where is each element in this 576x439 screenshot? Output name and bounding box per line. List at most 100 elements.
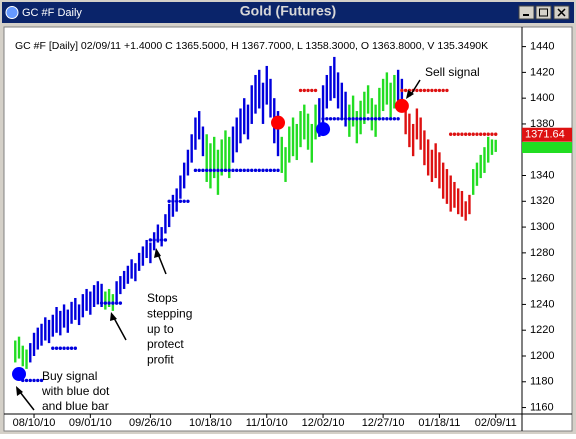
stop-dot: [246, 168, 250, 173]
stop-dot: [430, 88, 434, 93]
stops-note: profit: [147, 352, 174, 366]
y-tick-label: 1340: [530, 169, 554, 181]
x-tick-label: 02/09/11: [475, 417, 517, 429]
maximize-button[interactable]: [535, 5, 552, 20]
minimize-button[interactable]: [518, 5, 535, 20]
stop-dot: [156, 238, 160, 242]
stop-dot: [336, 117, 340, 121]
stop-dot: [118, 301, 123, 305]
stop-dot: [471, 132, 475, 136]
stop-dot: [340, 117, 344, 121]
stop-dot: [193, 168, 198, 173]
stop-dot: [220, 168, 224, 173]
stop-dot: [54, 346, 59, 350]
stop-dot: [325, 117, 329, 121]
stop-dot: [426, 88, 430, 93]
stop-dot: [463, 132, 468, 136]
stop-dot: [208, 168, 213, 173]
stop-dot: [347, 117, 352, 121]
stop-dot: [159, 238, 164, 242]
stop-dot: [103, 301, 108, 305]
stop-dot: [445, 88, 449, 93]
stop-dot: [490, 132, 494, 136]
y-tick-label: 1160: [530, 401, 554, 413]
stop-dot: [276, 168, 280, 173]
stop-dot: [216, 168, 220, 173]
stop-dot: [201, 168, 205, 173]
last-price-box: [522, 127, 572, 142]
buy-arrowhead: [16, 386, 23, 396]
x-tick-label: 12/02/10: [302, 417, 345, 429]
stop-dot: [250, 168, 254, 173]
stops-arrow: [157, 253, 167, 275]
stop-dot: [28, 378, 32, 383]
stop-dot: [227, 168, 231, 173]
stops-arrow-2: [113, 317, 127, 341]
stop-dot: [253, 168, 258, 173]
stop-dot: [377, 117, 382, 121]
stop-dot: [204, 168, 209, 173]
stop-dot: [366, 117, 370, 121]
maximize-icon: [539, 8, 548, 17]
stops-arrowhead: [154, 248, 161, 258]
signal-dot: [316, 122, 331, 137]
x-tick-label: 10/18/10: [189, 417, 232, 429]
stop-dot: [351, 117, 355, 121]
stop-dot: [73, 346, 78, 350]
stop-dot: [261, 168, 265, 173]
y-tick-label: 1440: [530, 41, 554, 53]
buy-note: with blue dot: [41, 384, 110, 398]
stop-dot: [358, 117, 363, 121]
stop-dot: [418, 88, 423, 93]
stop-dot: [238, 168, 243, 173]
stop-dot: [212, 168, 216, 173]
stop-dot: [494, 132, 498, 136]
stop-dot: [171, 199, 175, 203]
stop-dot: [107, 301, 111, 305]
stop-dot: [174, 199, 179, 203]
stop-dot: [99, 301, 104, 305]
stop-dot: [479, 132, 483, 136]
sell-arrowhead: [406, 90, 414, 99]
stop-dot: [313, 88, 318, 93]
stop-dot: [163, 238, 168, 242]
stop-dot: [152, 238, 156, 242]
stop-dot: [257, 168, 261, 173]
stop-dot: [482, 132, 487, 136]
stop-dot: [403, 88, 408, 93]
stop-dot: [355, 117, 359, 121]
stop-dot: [332, 117, 337, 121]
buy-arrow: [19, 391, 35, 411]
stop-dot: [62, 346, 66, 350]
stop-dot: [460, 132, 464, 136]
stop-dot: [456, 132, 460, 136]
stop-dot: [235, 168, 239, 173]
y-tick-label: 1420: [530, 66, 554, 78]
stop-dot: [242, 168, 246, 173]
stop-dot: [362, 117, 367, 121]
stops-note: Stops: [147, 291, 178, 305]
buy-note: and blue bar: [42, 399, 109, 413]
stops-note: up to: [147, 322, 174, 336]
buy-note: Buy signal: [42, 369, 97, 383]
window-buttons[interactable]: [518, 5, 570, 20]
signal-dot: [12, 367, 27, 382]
stop-dot: [167, 199, 171, 203]
x-tick-label: 12/27/10: [362, 417, 405, 429]
y-tick-label: 1200: [530, 350, 554, 362]
stop-dot: [486, 132, 490, 136]
stop-dot: [272, 168, 276, 173]
stop-dot: [415, 88, 419, 93]
close-price-box: [522, 142, 572, 153]
stop-dot: [437, 88, 442, 93]
stop-dot: [69, 346, 74, 350]
chart-panel: [3, 26, 573, 432]
x-tick-label: 09/26/10: [129, 417, 172, 429]
stop-dot: [370, 117, 374, 121]
close-icon: [557, 8, 566, 17]
stop-dot: [467, 132, 472, 136]
stop-dot: [298, 88, 303, 93]
